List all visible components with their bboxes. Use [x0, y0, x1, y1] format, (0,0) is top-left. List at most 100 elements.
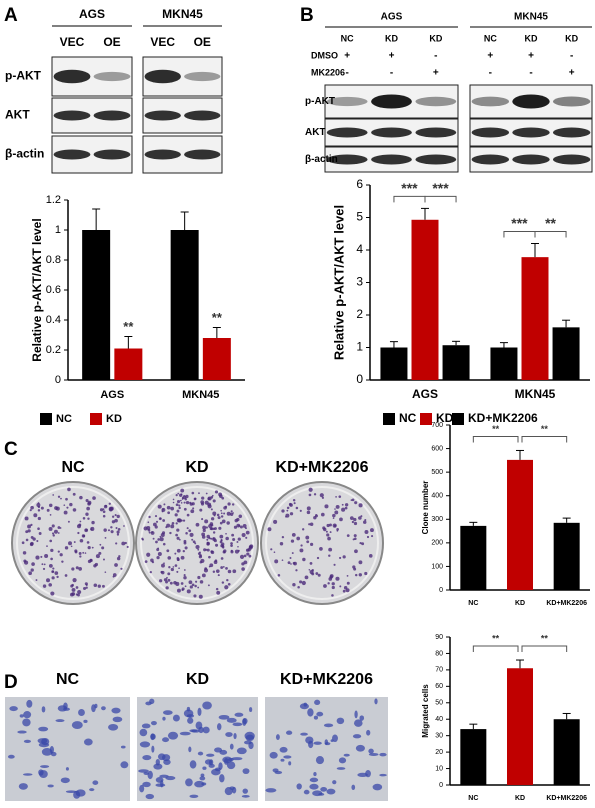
- colony: [248, 554, 252, 558]
- cell: [249, 707, 253, 713]
- x-tick-label: KD: [515, 795, 525, 802]
- colony: [182, 549, 186, 553]
- colony: [46, 545, 48, 548]
- colony: [287, 561, 291, 565]
- y-tick-label: 2: [356, 307, 363, 321]
- colony: [331, 594, 334, 597]
- colony: [292, 582, 296, 587]
- colony: [289, 557, 292, 560]
- blot-band: [371, 154, 412, 165]
- cell: [314, 699, 321, 706]
- significance-bracket: [393, 195, 426, 203]
- colony: [70, 592, 74, 597]
- cell: [226, 717, 237, 723]
- colony: [176, 509, 180, 513]
- colony: [204, 519, 209, 524]
- colony: [329, 523, 332, 527]
- blot-band: [184, 149, 221, 160]
- cell: [202, 726, 210, 734]
- cell: [232, 722, 243, 727]
- cell: [101, 706, 106, 711]
- colony: [221, 581, 225, 584]
- colony: [89, 558, 93, 562]
- cell: [165, 775, 176, 781]
- colony: [197, 548, 200, 551]
- colony: [74, 549, 78, 553]
- cell: [145, 701, 152, 706]
- colony: [102, 514, 106, 518]
- colony: [54, 571, 59, 575]
- colony: [97, 584, 101, 588]
- y-tick-label: 30: [435, 733, 443, 740]
- colony: [52, 567, 55, 570]
- cell: [288, 761, 292, 766]
- treatment-mark: -: [434, 51, 437, 62]
- cell: [38, 726, 49, 732]
- colony: [181, 588, 184, 592]
- cell: [163, 710, 173, 715]
- blot-band: [471, 127, 510, 138]
- y-tick-label: 1: [55, 224, 61, 236]
- colony: [238, 514, 243, 519]
- colony: [215, 543, 219, 547]
- x-tick-label: NC: [468, 795, 478, 802]
- colony: [181, 498, 184, 500]
- cell: [120, 761, 129, 769]
- colony: [339, 556, 342, 560]
- colony: [306, 540, 310, 544]
- x-tick-label: MKN45: [515, 387, 556, 401]
- colony: [188, 580, 193, 585]
- bar: [553, 522, 580, 590]
- image-label: KD: [186, 671, 209, 688]
- colony: [299, 580, 303, 584]
- colony: [215, 587, 219, 591]
- colony: [59, 527, 62, 529]
- colony: [48, 526, 53, 531]
- colony: [165, 526, 168, 529]
- y-tick-label: 100: [431, 563, 443, 570]
- colony: [214, 490, 219, 494]
- y-tick-label: 10: [435, 765, 443, 772]
- cell: [92, 780, 99, 785]
- colony: [190, 509, 195, 514]
- colony: [366, 535, 370, 539]
- cell: [147, 770, 153, 780]
- blot-band: [144, 110, 181, 121]
- colony: [37, 505, 41, 509]
- blot-band: [512, 94, 550, 109]
- colony: [120, 567, 123, 570]
- colony: [197, 575, 201, 580]
- colony: [157, 504, 162, 509]
- bar: [411, 219, 439, 380]
- bar: [552, 327, 580, 380]
- colony: [199, 508, 203, 512]
- colony: [335, 504, 340, 509]
- colony: [227, 569, 232, 574]
- colony: [52, 534, 55, 537]
- colony: [70, 545, 73, 548]
- colony: [48, 583, 52, 587]
- colony: [104, 536, 107, 539]
- colony: [37, 509, 41, 512]
- colony: [210, 550, 214, 553]
- cell: [65, 767, 69, 771]
- colony: [57, 550, 60, 553]
- colony: [30, 523, 33, 527]
- y-tick-label: 50: [435, 700, 443, 707]
- colony: [232, 512, 234, 514]
- cell: [368, 752, 379, 756]
- colony: [116, 530, 120, 534]
- colony: [149, 570, 152, 574]
- colony: [338, 495, 342, 498]
- colony: [148, 531, 151, 534]
- colony: [85, 512, 89, 516]
- colony: [292, 499, 296, 502]
- colony: [237, 549, 240, 552]
- colony: [333, 563, 336, 566]
- cell: [216, 723, 222, 731]
- colony: [51, 576, 55, 580]
- colony: [102, 510, 106, 514]
- colony: [157, 538, 160, 541]
- colony: [202, 525, 207, 530]
- colony: [50, 557, 53, 561]
